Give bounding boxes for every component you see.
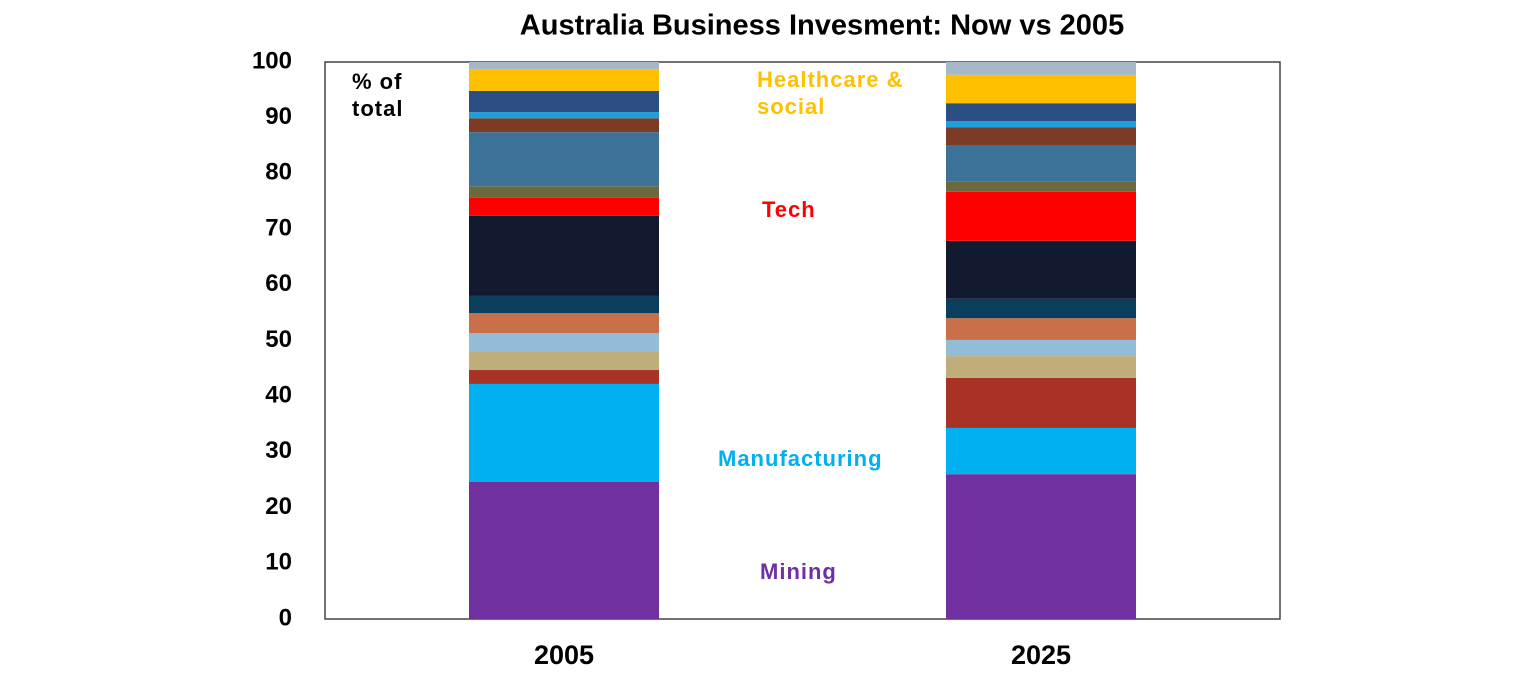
bar-segment: [469, 383, 659, 482]
bar-segment: [946, 62, 1136, 75]
y-tick-label: 60: [265, 270, 292, 297]
y-tick-label: 70: [265, 214, 292, 241]
y-tick-label: 10: [265, 549, 292, 576]
bar-segment: [469, 370, 659, 384]
bar-segment: [469, 118, 659, 133]
y-tick-label: 0: [279, 604, 292, 631]
bar-segment: [946, 127, 1136, 145]
bar-segment: [946, 103, 1136, 122]
y-axis-label: % of total: [352, 69, 404, 121]
bar-segment: [946, 74, 1136, 104]
bar-segment: [946, 181, 1136, 192]
x-tick-label: 2025: [1011, 640, 1071, 670]
chart-title: Australia Business Invesment: Now vs 200…: [520, 10, 1124, 42]
bar-segment: [469, 197, 659, 216]
bar-segment: [469, 186, 659, 198]
bar-segment: [946, 377, 1136, 428]
bar-segment: [946, 144, 1136, 182]
bar-segment: [469, 90, 659, 113]
bar-segment: [946, 121, 1136, 128]
bar-segment: [946, 474, 1136, 619]
y-tick-label: 100: [252, 47, 292, 74]
series-label: Mining: [760, 559, 837, 584]
series-label: Healthcare & social: [757, 67, 904, 119]
bar-segment: [469, 69, 659, 91]
bar-segment: [946, 318, 1136, 340]
bar-segment: [946, 240, 1136, 299]
bar-segment: [469, 333, 659, 352]
bar-segment: [469, 481, 659, 619]
bar-segment: [469, 313, 659, 334]
bar-segment: [946, 191, 1136, 241]
bar-segment: [946, 339, 1136, 357]
y-tick-label: 20: [265, 493, 292, 520]
y-tick-label: 50: [265, 326, 292, 353]
bar-segment: [946, 298, 1136, 319]
bar-segment: [469, 132, 659, 187]
bar-segment: [469, 112, 659, 119]
bar-segment: [469, 215, 659, 296]
series-label: Tech: [762, 197, 816, 222]
y-tick-label: 30: [265, 437, 292, 464]
y-tick-label: 40: [265, 382, 292, 409]
plot-frame: [324, 61, 1281, 620]
series-label: Manufacturing: [718, 446, 883, 471]
bar-segment: [469, 295, 659, 314]
bar-segment: [469, 62, 659, 70]
bar-segment: [946, 427, 1136, 475]
bar-segment: [469, 351, 659, 371]
x-tick-label: 2005: [534, 640, 594, 670]
y-tick-label: 90: [265, 103, 292, 130]
y-tick-label: 80: [265, 159, 292, 186]
bar-segment: [946, 356, 1136, 378]
